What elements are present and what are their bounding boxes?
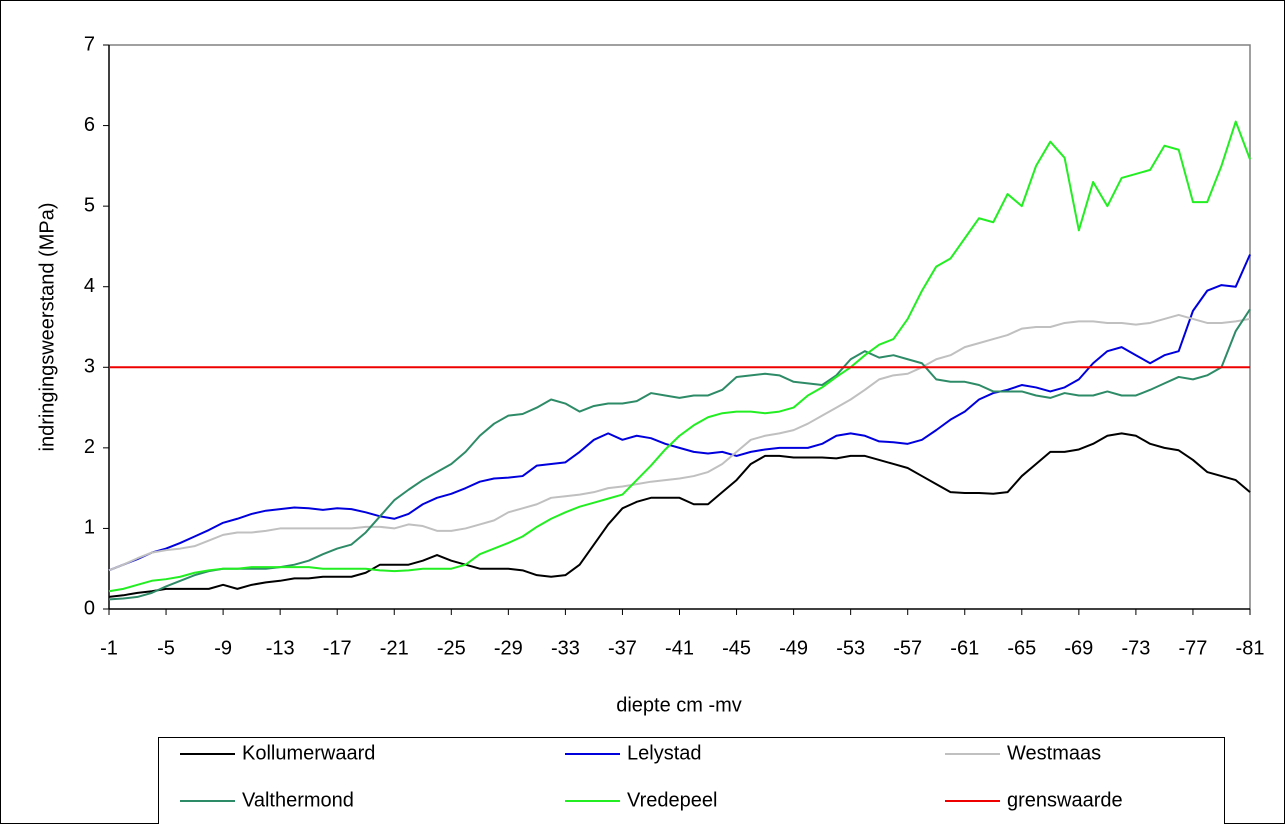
- x-tick-label: -1: [100, 637, 118, 659]
- x-tick-label: -25: [437, 637, 466, 659]
- legend-label: Lelystad: [627, 742, 702, 764]
- legend-box: [158, 737, 1225, 824]
- x-tick-label: -69: [1064, 637, 1093, 659]
- legend-label: Westmaas: [1007, 742, 1101, 764]
- x-tick-label: -57: [893, 637, 922, 659]
- y-tick-label: 6: [84, 114, 95, 136]
- x-tick-label: -29: [494, 637, 523, 659]
- x-tick-label: -41: [665, 637, 694, 659]
- x-tick-label: -33: [551, 637, 580, 659]
- legend-label: grenswaarde: [1007, 789, 1123, 811]
- x-tick-label: -21: [380, 637, 409, 659]
- series-line: [108, 313, 1251, 572]
- y-tick-label: 3: [84, 356, 95, 378]
- series-line: [108, 432, 1251, 598]
- x-tick-label: -17: [323, 637, 352, 659]
- series-line: [108, 254, 1251, 572]
- x-tick-label: -37: [608, 637, 637, 659]
- x-tick-label: -73: [1121, 637, 1150, 659]
- y-tick-label: 4: [84, 275, 95, 297]
- legend-label: Vredepeel: [627, 789, 717, 811]
- y-tick-label: 1: [84, 517, 95, 539]
- x-axis-label: diepte cm -mv: [616, 694, 742, 716]
- y-tick-label: 7: [84, 33, 95, 55]
- x-tick-label: -53: [836, 637, 865, 659]
- x-tick-label: -77: [1178, 637, 1207, 659]
- x-tick-label: -65: [1007, 637, 1036, 659]
- series-line: [108, 308, 1251, 601]
- x-tick-label: -49: [779, 637, 808, 659]
- x-tick-label: -9: [214, 637, 232, 659]
- x-tick-label: -45: [722, 637, 751, 659]
- legend-label: Kollumerwaard: [242, 742, 375, 764]
- x-tick-label: -5: [157, 637, 175, 659]
- series-line: [108, 120, 1251, 593]
- x-tick-label: -61: [950, 637, 979, 659]
- plot-border: [109, 44, 1251, 609]
- y-axis-label: indringingsweerstand (MPa): [36, 202, 58, 451]
- y-tick-label: 0: [84, 597, 95, 619]
- legend-label: Valthermond: [242, 789, 354, 811]
- x-tick-label: -81: [1236, 637, 1265, 659]
- x-tick-label: -13: [266, 637, 295, 659]
- y-tick-label: 2: [84, 436, 95, 458]
- y-tick-label: 5: [84, 194, 95, 216]
